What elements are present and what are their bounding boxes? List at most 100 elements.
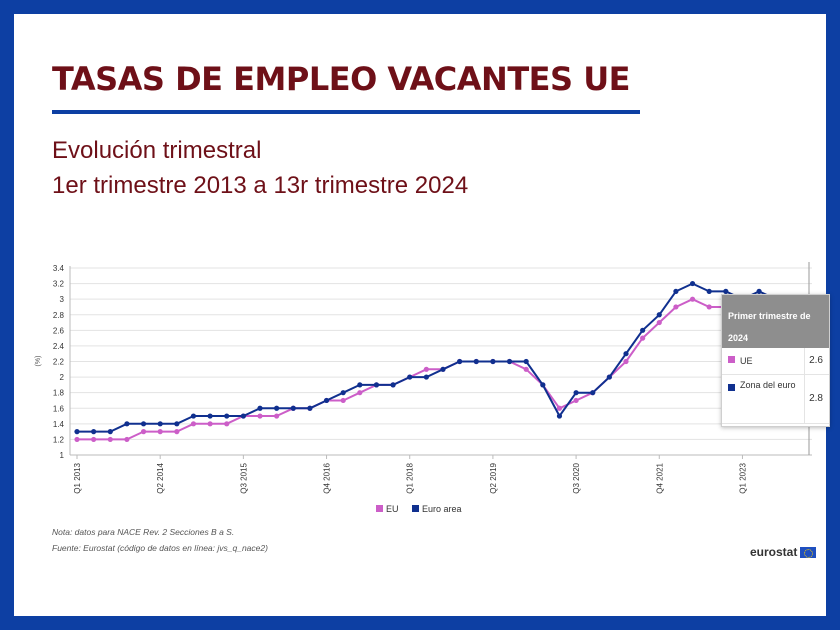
page-title: TASAS DE EMPLEO VACANTES UE (52, 60, 631, 98)
data-point-euro-area (723, 288, 729, 294)
chart-note: Nota: datos para NACE Rev. 2 Secciones B… (52, 527, 235, 537)
data-point-euro-area (207, 413, 213, 419)
tooltip-value-euro-area: 2.8 (809, 393, 823, 404)
data-point-euro-area (423, 374, 429, 380)
data-point-euro-area (656, 312, 662, 318)
data-point-euro-area (290, 405, 296, 411)
data-point-eu (124, 436, 130, 443)
y-tick-label: 1.8 (53, 389, 65, 398)
data-point-eu (257, 413, 263, 419)
data-point-eu (340, 397, 346, 404)
data-point-euro-area (390, 382, 396, 388)
subtitle-line-2: 1er trimestre 2013 a 13r trimestre 2024 (52, 172, 469, 199)
data-point-euro-area (756, 288, 762, 294)
eurostat-logo: eurostat (750, 545, 817, 559)
data-point-euro-area (157, 421, 163, 427)
tooltip-swatch-euro-area (728, 384, 735, 391)
data-point-euro-area (407, 374, 413, 380)
data-point-euro-area (140, 421, 147, 427)
x-tick-label: Q2 2019 (489, 462, 498, 493)
data-point-euro-area (640, 327, 646, 333)
data-point-euro-area (174, 421, 180, 427)
data-point-euro-area (323, 397, 330, 404)
data-point-euro-area (473, 358, 479, 365)
y-tick-label: 1.2 (53, 435, 65, 444)
data-point-euro-area (673, 288, 679, 294)
data-point-eu (357, 390, 363, 396)
data-point-eu (673, 304, 679, 310)
data-point-euro-area (523, 358, 529, 365)
tooltip-label-eu: UE (740, 356, 753, 366)
data-point-euro-area (257, 405, 263, 411)
data-point-euro-area (224, 413, 230, 419)
data-point-eu (207, 421, 213, 427)
y-tick-label: 2.2 (53, 358, 65, 367)
data-point-euro-area (606, 374, 612, 380)
y-tick-label: 2.4 (53, 342, 65, 351)
data-point-eu (523, 366, 529, 372)
data-point-eu (423, 366, 429, 372)
y-tick-label: 3 (60, 295, 65, 304)
data-point-eu (107, 436, 113, 443)
x-tick-label: Q1 2018 (406, 462, 415, 493)
y-axis-title: (%) (35, 356, 42, 367)
x-tick-label: Q2 2014 (156, 462, 165, 493)
tooltip-swatch-eu (728, 356, 735, 363)
y-tick-label: 2.6 (53, 326, 65, 335)
data-point-euro-area (74, 429, 80, 435)
data-point-euro-area (240, 413, 246, 419)
tooltip-row-euro-area: Zona del euro 2.8 (722, 375, 829, 424)
y-tick-label: 1.4 (53, 420, 65, 429)
data-point-eu (573, 397, 579, 404)
x-tick-label: Q3 2015 (239, 462, 248, 493)
y-tick-label: 1 (60, 451, 65, 460)
data-point-eu (623, 358, 629, 365)
x-tick-label: Q1 2023 (738, 462, 747, 493)
data-point-euro-area (457, 358, 463, 365)
tooltip-row-eu: UE 2.6 (722, 348, 829, 375)
tooltip-value-eu: 2.6 (809, 355, 823, 366)
data-point-eu (556, 405, 563, 411)
x-tick-label: Q4 2021 (655, 462, 664, 493)
chart-source: Fuente: Eurostat (código de datos en lín… (52, 543, 268, 553)
x-tick-label: Q1 2013 (73, 462, 82, 493)
data-point-euro-area (706, 288, 712, 294)
data-point-eu (274, 413, 280, 419)
legend-label-eu: EU (386, 504, 399, 514)
data-point-eu (656, 319, 662, 326)
data-point-euro-area (590, 390, 596, 396)
y-tick-label: 1.6 (53, 404, 65, 413)
data-point-euro-area (506, 358, 513, 365)
chart-legend: EU Euro area (376, 504, 462, 514)
tooltip-divider (804, 375, 805, 423)
x-tick-label: Q4 2016 (323, 462, 332, 493)
tooltip-label-euro-area: Zona del euro (740, 380, 796, 390)
data-point-euro-area (373, 382, 380, 388)
data-point-eu (190, 421, 197, 427)
data-tooltip: Primer trimestre de 2024 UE 2.6 Zona del… (721, 294, 830, 427)
data-point-eu (157, 429, 163, 435)
data-point-euro-area (556, 413, 563, 419)
data-point-euro-area (623, 351, 629, 357)
y-tick-label: 2 (60, 373, 65, 382)
data-point-eu (224, 421, 230, 427)
series-line-euro-area (77, 282, 810, 433)
y-tick-label: 3.4 (53, 264, 65, 273)
x-tick-label: Q3 2020 (572, 462, 581, 493)
title-underline (52, 110, 640, 114)
chart-grid (70, 267, 812, 456)
data-point-eu (640, 335, 646, 341)
data-point-euro-area (440, 366, 446, 372)
y-tick-label: 3.2 (53, 280, 65, 289)
data-point-eu (706, 304, 712, 310)
legend-swatch-euro-area (412, 505, 419, 512)
data-point-euro-area (124, 421, 130, 427)
data-point-euro-area (540, 382, 546, 388)
data-point-euro-area (107, 429, 113, 435)
data-point-euro-area (91, 429, 97, 435)
data-point-euro-area (689, 280, 696, 287)
legend-label-euro-area: Euro area (422, 504, 462, 514)
data-point-euro-area (490, 358, 496, 365)
data-point-eu (689, 296, 696, 302)
data-point-eu (140, 429, 147, 435)
